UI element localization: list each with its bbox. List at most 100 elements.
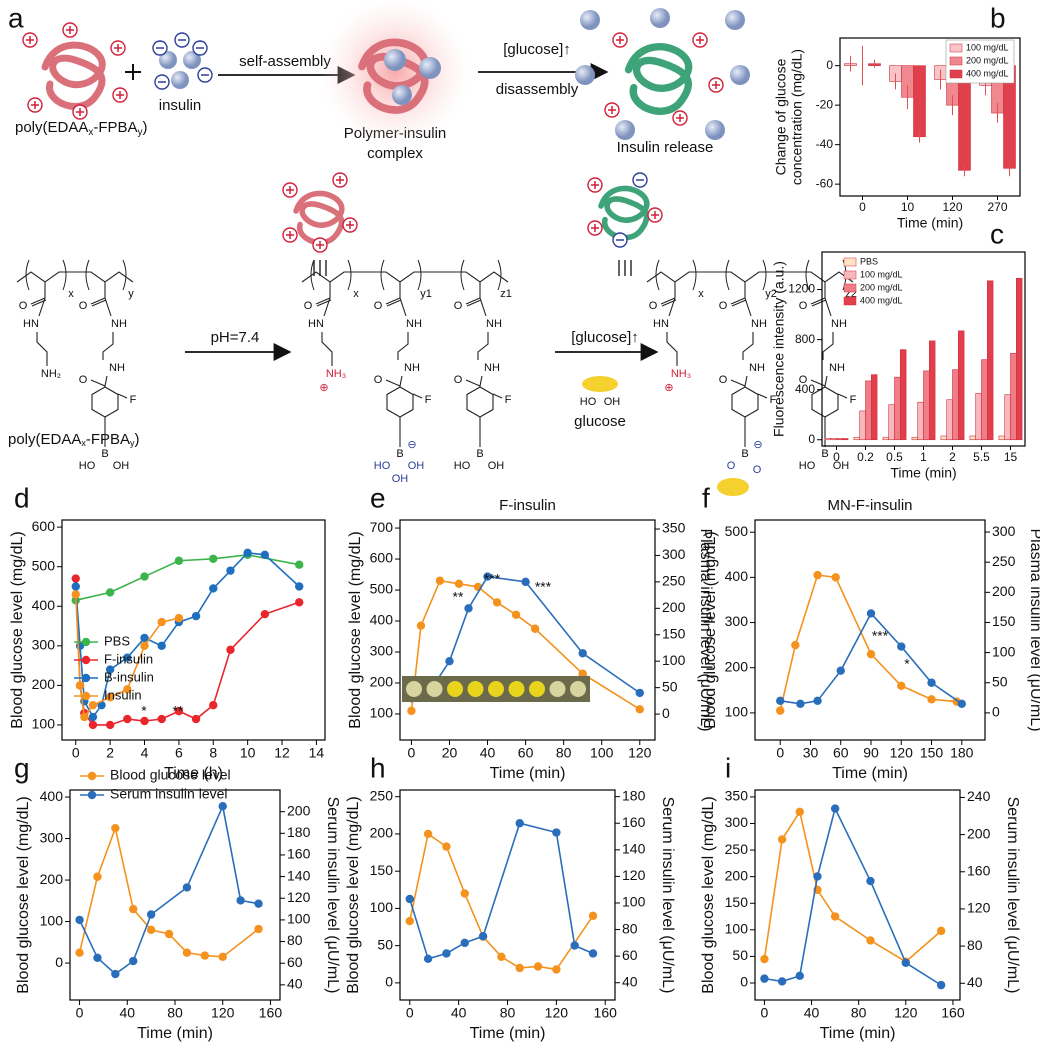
data-point <box>191 714 201 724</box>
y2-tick-label: 40 <box>287 976 303 992</box>
bracket <box>655 259 660 291</box>
insulin-sphere <box>171 71 189 89</box>
bond <box>731 299 747 307</box>
data-point <box>435 576 445 585</box>
data-point <box>483 572 492 581</box>
data-point <box>416 621 426 630</box>
polymer-name: poly(EDAAx-FPBAy) <box>15 119 148 138</box>
x-tick-label: 2 <box>106 745 114 761</box>
atom-label: O <box>799 374 808 386</box>
data-point <box>901 958 911 968</box>
bar <box>882 436 890 441</box>
x-tick-label: 60 <box>833 745 849 761</box>
atom-label: NH <box>109 362 125 374</box>
y-tick-label: 250 <box>370 787 394 803</box>
data-point <box>777 835 787 844</box>
data-point <box>460 938 469 948</box>
data-point <box>88 712 98 722</box>
data-point <box>407 706 416 716</box>
y2-tick-label: 60 <box>622 947 638 963</box>
atom-label: O <box>719 300 728 312</box>
bar <box>870 374 878 441</box>
glucose-group: OH <box>604 396 621 408</box>
atom-label: OH <box>408 460 425 472</box>
data-point <box>164 929 174 939</box>
bond <box>36 332 48 366</box>
data-point <box>570 941 579 950</box>
y-tick-label: 0 <box>808 432 815 446</box>
y-tick-label: 300 <box>370 643 394 659</box>
y-tick-label: 700 <box>370 519 394 535</box>
y2-tick-label: 60 <box>287 954 303 970</box>
bar <box>841 438 849 441</box>
data-point <box>218 802 227 811</box>
y-axis-label: Change of glucose <box>773 58 789 175</box>
bond <box>385 297 401 305</box>
legend-label: F-insulin <box>104 651 153 666</box>
data-point <box>795 971 804 981</box>
chart-title: F-insulin <box>499 497 556 514</box>
x-axis-label: Time (min) <box>832 765 908 782</box>
data-point <box>146 925 156 935</box>
panel-label: h <box>370 752 386 783</box>
benzene-ring <box>91 386 119 418</box>
y-tick-label: 400 <box>32 597 56 613</box>
data-point <box>830 804 840 813</box>
bond <box>321 332 333 366</box>
data-point <box>760 954 769 964</box>
x-tick-label: 0 <box>761 1005 769 1021</box>
y2-tick-label: 160 <box>287 846 311 862</box>
data-point <box>226 566 235 575</box>
atom-label: HN <box>23 318 39 330</box>
y2-tick-label: 240 <box>967 788 991 804</box>
x-tick-label: 40 <box>119 1005 135 1021</box>
bond <box>323 297 331 317</box>
legend-label: PBS <box>860 256 878 266</box>
data-point <box>123 653 132 662</box>
data-point <box>75 681 85 690</box>
data-point <box>588 911 598 921</box>
bond <box>744 375 748 387</box>
panel-label: d <box>14 482 30 513</box>
bond <box>117 393 128 399</box>
bond <box>757 393 768 399</box>
data-point <box>157 617 166 627</box>
data-point <box>218 952 227 962</box>
data-point <box>243 548 252 558</box>
y-axis-label: concentration (mg/dL) <box>789 49 805 185</box>
atom-label: NH <box>404 362 420 374</box>
y2-tick-label: 160 <box>622 814 646 830</box>
data-point <box>813 570 822 580</box>
x-tick-label: 120 <box>894 1005 918 1021</box>
x-tick-label: 0 <box>859 200 866 214</box>
data-point <box>927 678 936 687</box>
x-axis-label: Time (min) <box>470 1025 546 1042</box>
y2-axis-label: Plasma insulin level (μU/mL) <box>697 528 714 731</box>
panel-label: a <box>8 2 24 33</box>
atom-label: F <box>850 394 857 406</box>
x-tick-label: 8 <box>209 745 217 761</box>
name-part: poly(EDAA <box>8 431 81 448</box>
data-point <box>295 598 304 607</box>
annotation: ** <box>453 589 464 605</box>
plate-well <box>467 681 484 697</box>
bond <box>104 297 112 317</box>
polymer-chain <box>624 43 693 115</box>
data-point <box>578 669 587 678</box>
bond <box>102 332 114 360</box>
y-tick-label: 350 <box>725 788 749 804</box>
x-axis-label: Time (min) <box>897 215 963 231</box>
data-point <box>260 550 270 560</box>
atom-label: O <box>454 374 463 386</box>
atom-label: B <box>396 448 403 460</box>
data-point <box>578 649 587 658</box>
plate-well <box>406 681 422 697</box>
plate-well <box>529 681 545 697</box>
legend-label: 400 mg/dL <box>860 295 903 305</box>
data-point <box>552 828 561 837</box>
data-point <box>140 572 149 581</box>
bar <box>859 410 866 441</box>
x-tick-label: 0 <box>833 450 840 464</box>
atom-label: F <box>425 394 432 406</box>
bar <box>853 436 861 441</box>
